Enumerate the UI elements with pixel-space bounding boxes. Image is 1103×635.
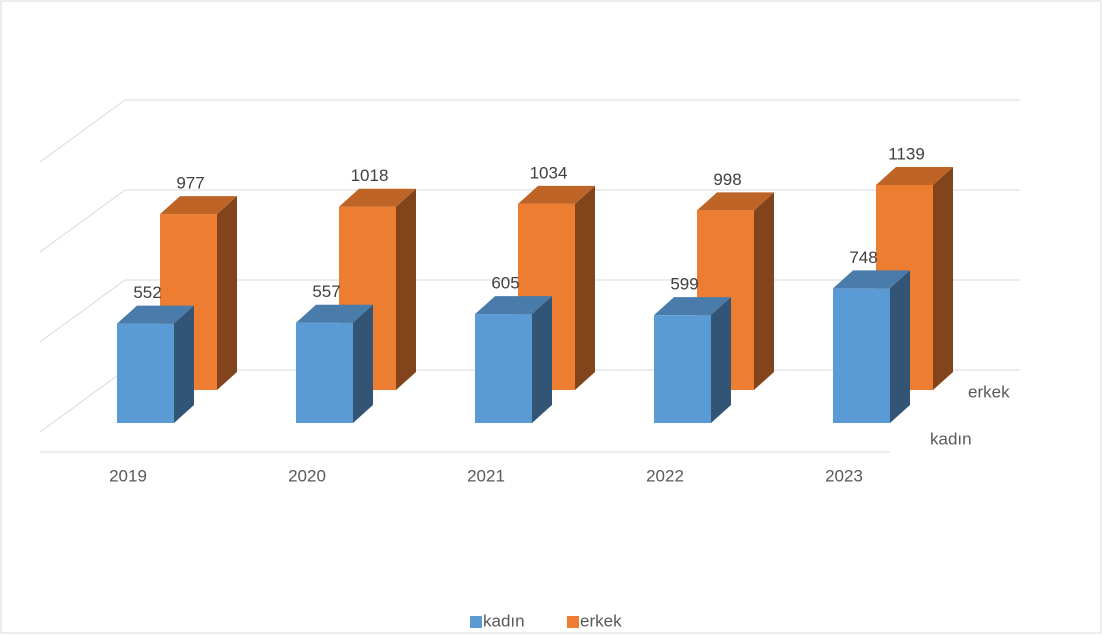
bar-front (654, 315, 711, 423)
value-label: 977 (176, 174, 204, 193)
bar-front (833, 288, 890, 423)
bar-side (217, 196, 237, 390)
bar-top (475, 296, 552, 315)
depth-label: erkek (968, 382, 1010, 401)
bar-top (339, 188, 416, 207)
bar-top (697, 192, 774, 211)
x-tick-label: 2020 (288, 466, 326, 485)
grid-line (39, 369, 126, 433)
bar-side (933, 166, 953, 390)
x-tick-label: 2021 (467, 466, 505, 485)
x-tick-label: 2019 (109, 466, 147, 485)
bar-top (160, 196, 237, 215)
bar-side (890, 270, 910, 423)
grid-line (39, 189, 126, 253)
bar (296, 304, 373, 423)
bar-top (654, 297, 731, 316)
depth-label: kadın (930, 429, 972, 448)
value-label: 599 (670, 275, 698, 294)
value-label: 557 (312, 282, 340, 301)
bar-side (396, 188, 416, 390)
bar-top (876, 166, 953, 185)
x-tick-label: 2023 (825, 466, 863, 485)
bar-front (475, 314, 532, 423)
legend-label: kadın (483, 611, 525, 630)
bar-top (296, 304, 373, 323)
bar-front (296, 322, 353, 423)
bar-side (174, 305, 194, 423)
value-label: 1018 (351, 166, 389, 185)
bar (833, 270, 910, 423)
bar (117, 305, 194, 423)
bar (475, 296, 552, 423)
bar-top (518, 185, 595, 204)
bar-side (532, 296, 552, 423)
bar-side (353, 304, 373, 423)
legend-label: erkek (580, 611, 622, 630)
bar-top (117, 305, 194, 324)
value-label: 605 (491, 274, 519, 293)
bar (160, 196, 237, 390)
value-label: 552 (133, 283, 161, 302)
bar-side (711, 297, 731, 423)
value-label: 1139 (888, 144, 925, 163)
legend-swatch (470, 616, 482, 628)
bar-side (575, 185, 595, 390)
grid-line (39, 279, 126, 343)
bar-top (833, 270, 910, 289)
bar-side (754, 192, 774, 390)
value-label: 998 (713, 170, 741, 189)
x-tick-label: 2022 (646, 466, 684, 485)
bar-front (117, 323, 174, 423)
bar (654, 297, 731, 423)
legend-swatch (567, 616, 579, 628)
value-label: 1034 (530, 163, 568, 182)
grid-line (39, 99, 126, 163)
value-label: 748 (849, 248, 877, 267)
